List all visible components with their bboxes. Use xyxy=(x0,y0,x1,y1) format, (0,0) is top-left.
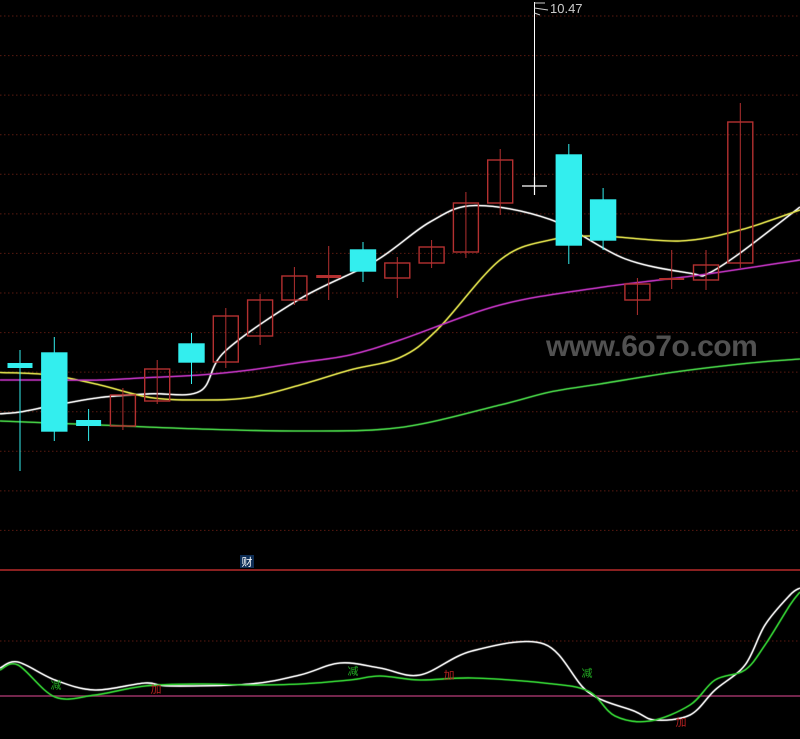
svg-text:加: 加 xyxy=(444,669,455,682)
svg-text:加: 加 xyxy=(151,683,162,696)
svg-text:加: 加 xyxy=(676,716,687,729)
svg-text:减: 减 xyxy=(51,679,62,692)
svg-text:减: 减 xyxy=(582,667,593,680)
svg-text:减: 减 xyxy=(348,665,359,678)
svg-text:10.47: 10.47 xyxy=(550,1,583,16)
svg-text:财: 财 xyxy=(242,556,253,569)
